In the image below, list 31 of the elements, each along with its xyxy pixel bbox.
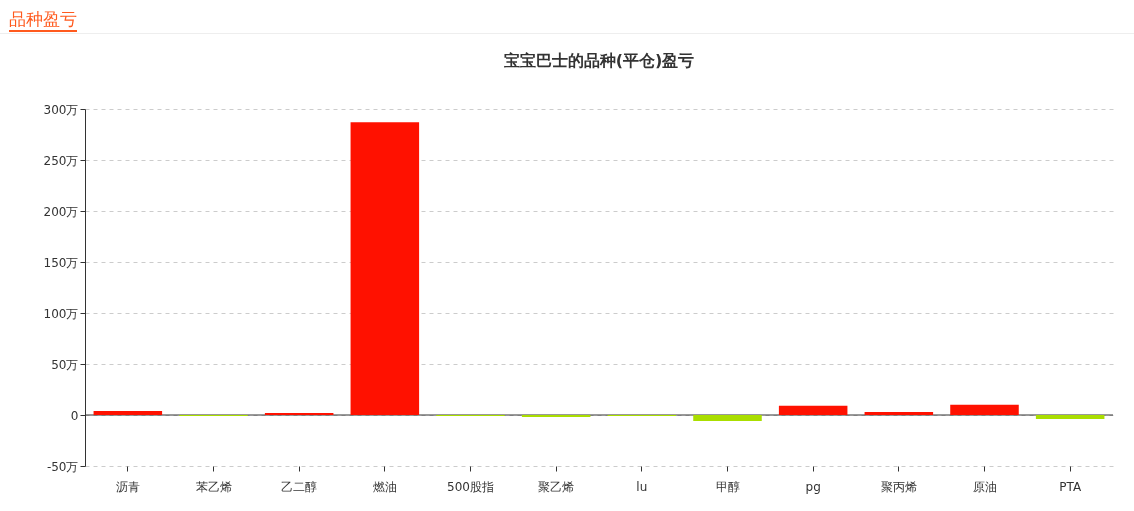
x-tick-label: 500股指	[447, 479, 494, 494]
x-tick-label: 燃油	[372, 479, 397, 494]
y-tick-label: 100万	[43, 306, 79, 321]
bar	[521, 415, 591, 418]
y-tick-label: 200万	[43, 204, 79, 219]
bar	[778, 405, 848, 415]
x-tick-label: 原油	[972, 479, 997, 494]
bar	[1035, 415, 1105, 420]
y-tick-label: -50万	[46, 459, 79, 474]
x-tick-label: 沥青	[115, 479, 140, 494]
x-tick-label: 聚丙烯	[880, 479, 917, 494]
x-tick-label: 聚乙烯	[538, 479, 575, 494]
x-tick-label: PTA	[1059, 479, 1082, 494]
chart-title: 宝宝巴士的品种(平仓)盈亏	[503, 51, 695, 70]
y-tick-label: 50万	[51, 357, 79, 372]
bar	[864, 411, 934, 415]
x-tick-label: pg	[805, 479, 821, 494]
y-tick-label: 150万	[43, 255, 79, 270]
x-tick-label: 甲醇	[715, 479, 740, 494]
bar	[93, 410, 163, 415]
text: 品种盈亏	[9, 8, 77, 32]
bar	[264, 412, 334, 415]
x-tick-label: 苯乙烯	[195, 479, 232, 494]
y-tick-label: 250万	[43, 153, 79, 168]
bar	[350, 122, 420, 415]
x-tick-label: 乙二醇	[281, 479, 318, 494]
y-tick-label: 0	[70, 408, 79, 423]
x-tick-label: lu	[636, 479, 648, 494]
bar	[950, 404, 1019, 415]
y-tick-label: 300万	[43, 102, 79, 117]
bar	[693, 415, 762, 422]
